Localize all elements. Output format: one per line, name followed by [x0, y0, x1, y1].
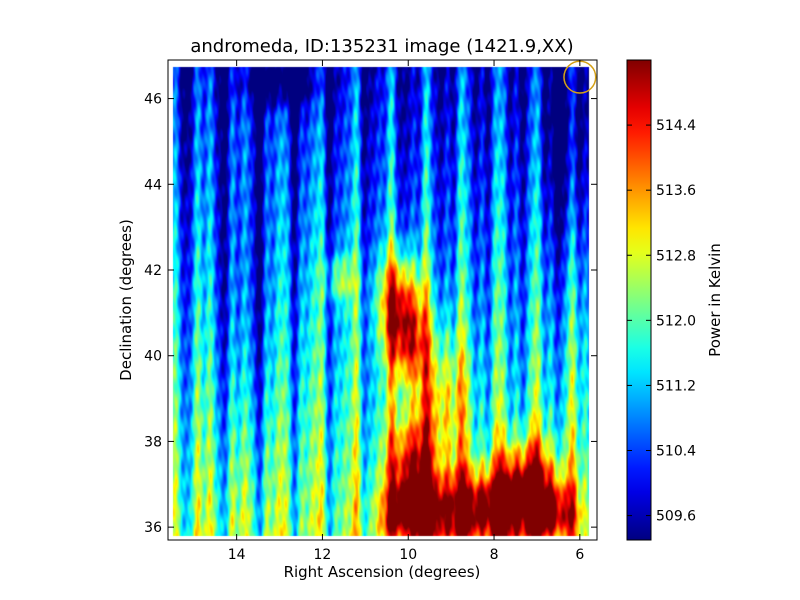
x-tick-label: 10: [399, 547, 417, 563]
x-tick-label: 14: [228, 547, 246, 563]
heatmap-canvas: [168, 60, 597, 540]
heatmap: [168, 60, 597, 540]
colorbar-label: Power in Kelvin: [706, 243, 724, 357]
plot-area: [167, 59, 598, 541]
y-axis-label: Declination (degrees): [117, 219, 135, 381]
colorbar-tick-label: 509.6: [656, 509, 696, 525]
x-tick-label: 6: [575, 547, 584, 563]
y-tick-label: 40: [144, 349, 162, 365]
colorbar-frame: [626, 59, 652, 541]
y-axis: 36 38 40 42 44 46: [144, 92, 597, 536]
colorbar-tick-label: 514.4: [656, 118, 696, 134]
y-tick-label: 36: [144, 520, 162, 536]
colorbar-tick-label: 510.4: [656, 444, 696, 460]
y-tick-label: 38: [144, 434, 162, 450]
x-tick-label: 12: [314, 547, 332, 563]
colorbar-gradient: [627, 60, 651, 540]
plot-frame: [167, 59, 598, 541]
colorbar: 509.6 510.4 511.2 512.0 512.8 513.6 514.4: [626, 59, 696, 541]
y-tick-label: 46: [144, 92, 162, 108]
chart-title: andromeda, ID:135231 image (1421.9,XX): [190, 36, 573, 57]
x-axis: 14 12 10 8 6: [228, 60, 584, 563]
colorbar-ticks: 509.6 510.4 511.2 512.0 512.8 513.6 514.4: [627, 118, 696, 525]
x-tick-label: 8: [490, 547, 499, 563]
x-axis-label: Right Ascension (degrees): [284, 563, 481, 581]
colorbar-tick-label: 512.8: [656, 248, 696, 264]
y-tick-label: 42: [144, 263, 162, 279]
colorbar-tick-label: 513.6: [656, 183, 696, 199]
colorbar-tick-label: 511.2: [656, 378, 696, 394]
y-tick-label: 44: [144, 177, 162, 193]
colorbar-tick-label: 512.0: [656, 313, 696, 329]
